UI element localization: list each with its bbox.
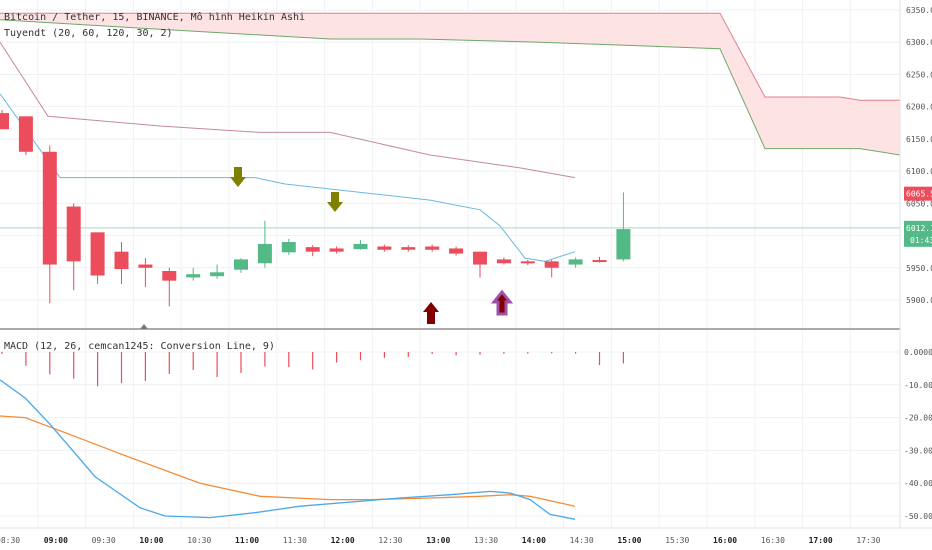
- macd-tick-label: -10.0000: [904, 381, 932, 390]
- indicator-bands: [0, 41, 900, 262]
- time-tick-label: 08:30: [0, 536, 20, 545]
- candle-body: [114, 251, 129, 270]
- time-tick-label: 09:00: [44, 536, 68, 545]
- candlestick-series: [0, 109, 631, 307]
- macd-pane: [0, 352, 625, 520]
- time-tick-label: 17:00: [809, 536, 833, 545]
- macd-legend: MACD (12, 26, cemcan1245: Conversion Lin…: [4, 341, 275, 352]
- macd-tick-label: -20.0000: [904, 414, 932, 423]
- price-tick-label: 5900.00: [906, 296, 932, 305]
- candle-body: [425, 246, 440, 250]
- signal-arrows: [230, 167, 514, 324]
- current-price-tag: [904, 220, 932, 247]
- time-tick-label: 12:30: [378, 536, 402, 545]
- time-tick-label: 14:30: [570, 536, 594, 545]
- price-tick-label: 6050.00: [906, 199, 932, 208]
- candle-body: [210, 272, 225, 277]
- candle-body: [449, 248, 464, 254]
- current-price-label: 6012.12: [906, 224, 932, 233]
- candle-body: [281, 242, 296, 253]
- candle-body: [66, 206, 81, 262]
- candle-body: [186, 274, 201, 278]
- macd-tick-label: -30.0000: [904, 446, 932, 455]
- cloud-upper-line: [0, 12, 900, 101]
- candle-body: [257, 243, 272, 264]
- candle-body: [353, 243, 368, 250]
- time-tick-label: 13:00: [426, 536, 450, 545]
- time-tick-label: 12:00: [331, 536, 355, 545]
- time-tick-label: 15:30: [665, 536, 689, 545]
- candle-body: [592, 260, 607, 263]
- time-tick-label: 13:30: [474, 536, 498, 545]
- ichimoku-cloud: [0, 12, 901, 156]
- indicator-legend: Tuyendt (20, 60, 120, 30, 2): [4, 28, 173, 39]
- price-tick-label: 6150.00: [906, 135, 932, 144]
- countdown-label: 01:43: [910, 236, 932, 245]
- buy-arrow-icon: [490, 289, 514, 316]
- candle-body: [377, 246, 392, 250]
- lower-band-line: [0, 93, 576, 262]
- price-tick-label: 6200.00: [906, 103, 932, 112]
- time-tick-label: 10:30: [187, 536, 211, 545]
- candle-body: [473, 251, 487, 265]
- macd-tick-label: 0.0000: [904, 348, 932, 357]
- time-tick-label: 10:00: [139, 536, 163, 545]
- price-tick-label: 6350.00: [906, 6, 932, 15]
- time-tick-label: 17:30: [856, 536, 880, 545]
- cloud-fill: [0, 13, 900, 156]
- sell-arrow-icon: [327, 192, 343, 212]
- candle-body: [568, 259, 583, 265]
- candle-body: [138, 264, 153, 268]
- separator-handle-icon: [140, 324, 148, 329]
- candle-body: [18, 116, 33, 152]
- time-tick-label: 16:00: [713, 536, 737, 545]
- price-tick-label: 6300.00: [906, 38, 932, 47]
- high-price-label: 6065.56: [906, 190, 932, 199]
- candle-body: [616, 229, 631, 260]
- signal-line: [0, 415, 576, 507]
- time-tick-label: 14:00: [522, 536, 546, 545]
- candle-body: [234, 259, 248, 270]
- price-tick-label: 6250.00: [906, 70, 932, 79]
- time-tick-label: 09:30: [92, 536, 116, 545]
- high-price-tag: [904, 186, 932, 201]
- candle-body: [520, 261, 535, 264]
- candle-body: [0, 113, 9, 130]
- time-tick-label: 11:30: [283, 536, 307, 545]
- candle-body: [162, 271, 177, 281]
- buy-arrow-icon: [423, 302, 439, 324]
- symbol-legend: Bitcoin / Tether, 15, BINANCE, Mô hình H…: [4, 12, 306, 23]
- price-tick-label: 5950.00: [906, 264, 932, 273]
- candle-body: [496, 259, 511, 264]
- price-tick-label: 6100.00: [906, 167, 932, 176]
- cloud-lower-line: [0, 19, 901, 156]
- candle-body: [329, 248, 344, 252]
- candle-body: [305, 247, 320, 252]
- time-tick-label: 11:00: [235, 536, 259, 545]
- grid-lines: [0, 0, 900, 528]
- candle-body: [544, 261, 559, 268]
- macd-tick-label: -40.0000: [904, 479, 932, 488]
- upper-band-line: [0, 41, 576, 179]
- candle-body: [401, 247, 416, 250]
- candle-body: [90, 232, 105, 276]
- sell-arrow-icon: [230, 167, 246, 187]
- time-tick-label: 15:00: [617, 536, 641, 545]
- macd-tick-label: -50.0000: [904, 512, 932, 521]
- candle-body: [42, 151, 57, 265]
- time-tick-label: 16:30: [761, 536, 785, 545]
- macd-line: [0, 379, 576, 520]
